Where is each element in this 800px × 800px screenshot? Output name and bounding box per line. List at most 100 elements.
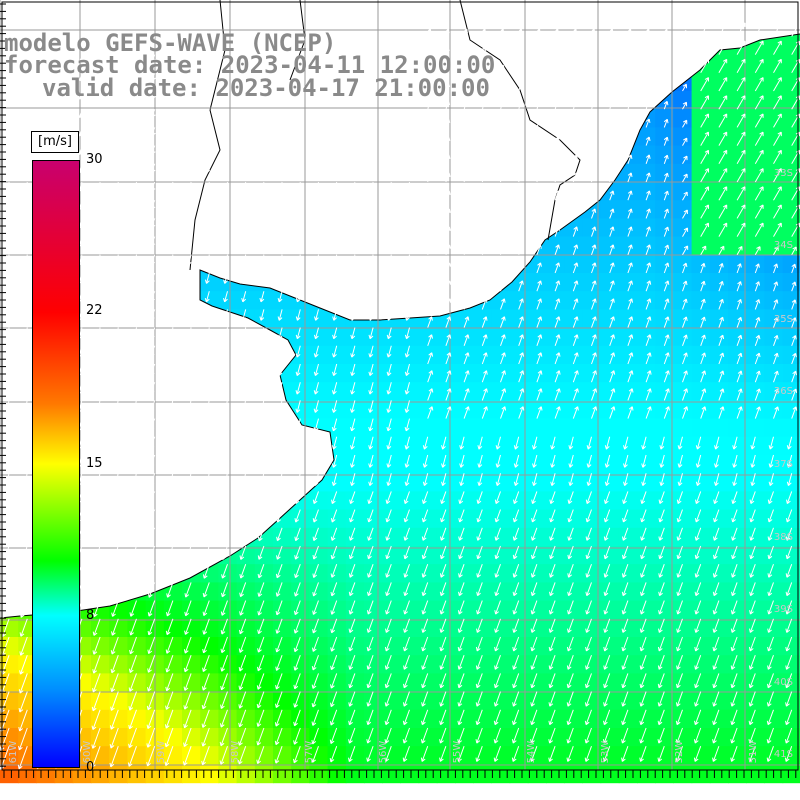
- wind-cell: [709, 509, 729, 529]
- wind-cell: [728, 618, 747, 638]
- wind-cell: [764, 600, 784, 620]
- wind-cell: [364, 364, 383, 383]
- wind-cell: [418, 764, 438, 784]
- wind-cell: [637, 491, 656, 511]
- wind-cell: [764, 109, 784, 128]
- wind-cell: [618, 436, 638, 456]
- wind-cell: [273, 546, 292, 565]
- wind-arrow: [536, 46, 541, 55]
- wind-cell: [400, 345, 420, 365]
- colorbar-tick-22: 22: [86, 303, 103, 318]
- wind-cell: [527, 418, 547, 438]
- wind-cell: [473, 600, 492, 620]
- wind-cell: [691, 382, 711, 401]
- wind-arrow: [41, 54, 47, 63]
- wind-cell: [564, 582, 583, 602]
- wind-cell: [345, 709, 365, 729]
- wind-cell: [473, 546, 492, 565]
- wind-arrow: [426, 28, 432, 37]
- wind-cell: [618, 691, 638, 711]
- wind-cell: [637, 655, 656, 674]
- wind-cell: [764, 163, 784, 183]
- wind-cell: [364, 455, 383, 474]
- wind-cell: [163, 618, 183, 638]
- wind-cell: [746, 400, 765, 420]
- wind-cell: [455, 455, 474, 474]
- wind-cell: [200, 582, 219, 602]
- wind-cell: [600, 455, 620, 474]
- wind-cell: [582, 291, 602, 310]
- wind-cell: [728, 218, 747, 238]
- wind-cell: [782, 600, 800, 620]
- wind-cell: [637, 600, 656, 620]
- wind-cell: [364, 509, 383, 529]
- wind-cell: [728, 145, 747, 165]
- wind-cell: [764, 400, 784, 420]
- wind-cell: [527, 364, 547, 383]
- wind-cell: [691, 455, 711, 474]
- wind-cell: [455, 637, 474, 656]
- wind-cell: [364, 400, 383, 420]
- wind-cell: [364, 527, 383, 547]
- wind-cell: [764, 655, 784, 674]
- wind-cell: [655, 582, 674, 602]
- wind-cell: [527, 455, 547, 474]
- wind-cell: [527, 527, 547, 547]
- wind-cell: [91, 746, 110, 765]
- wind-cell: [455, 327, 474, 347]
- wind-cell: [728, 54, 747, 74]
- wind-cell: [109, 746, 128, 765]
- wind-cell: [527, 691, 547, 711]
- wind-cell: [418, 600, 438, 620]
- wind-arrow: [242, 54, 247, 63]
- wind-cell: [509, 418, 529, 438]
- wind-cell: [273, 291, 292, 310]
- wind-cell: [673, 254, 693, 274]
- wind-cell: [418, 364, 438, 383]
- wind-cell: [527, 345, 547, 365]
- wind-cell: [436, 509, 456, 529]
- wind-cell: [218, 600, 238, 620]
- wind-cell: [254, 673, 274, 693]
- wind-cell: [691, 236, 711, 256]
- wind-cell: [291, 618, 310, 638]
- wind-cell: [291, 309, 310, 329]
- wind-cell: [400, 473, 420, 492]
- wind-cell: [455, 309, 474, 329]
- wind-cell: [418, 673, 438, 693]
- wind-cell: [273, 764, 292, 784]
- wind-cell: [709, 109, 729, 128]
- wind-cell: [91, 637, 110, 656]
- lat-label: 40S: [774, 677, 793, 688]
- wind-cell: [782, 163, 800, 183]
- wind-cell: [546, 600, 565, 620]
- wind-cell: [637, 618, 656, 638]
- wind-cell: [782, 728, 800, 747]
- wind-cell: [691, 200, 711, 219]
- wind-arrow: [405, 54, 411, 63]
- wind-cell: [655, 709, 674, 729]
- wind-cell: [345, 673, 365, 693]
- wind-cell: [564, 618, 583, 638]
- wind-cell: [527, 618, 547, 638]
- wind-cell: [728, 200, 747, 219]
- wind-cell: [673, 127, 693, 147]
- wind-cell: [655, 473, 674, 492]
- wind-cell: [637, 345, 656, 365]
- wind-cell: [782, 309, 800, 329]
- wind-cell: [491, 527, 511, 547]
- wind-cell: [291, 655, 310, 674]
- wind-cell: [637, 673, 656, 693]
- wind-cell: [709, 564, 729, 583]
- wind-cell: [182, 673, 201, 693]
- wind-cell: [236, 582, 256, 602]
- wind-cell: [473, 327, 492, 347]
- wind-cell: [582, 400, 602, 420]
- wind-cell: [764, 36, 784, 56]
- wind-arrow: [278, 36, 284, 45]
- wind-cell: [364, 418, 383, 438]
- wind-cell: [582, 309, 602, 329]
- wind-cell: [509, 382, 529, 401]
- wind-cell: [546, 746, 565, 765]
- wind-cell: [691, 273, 711, 292]
